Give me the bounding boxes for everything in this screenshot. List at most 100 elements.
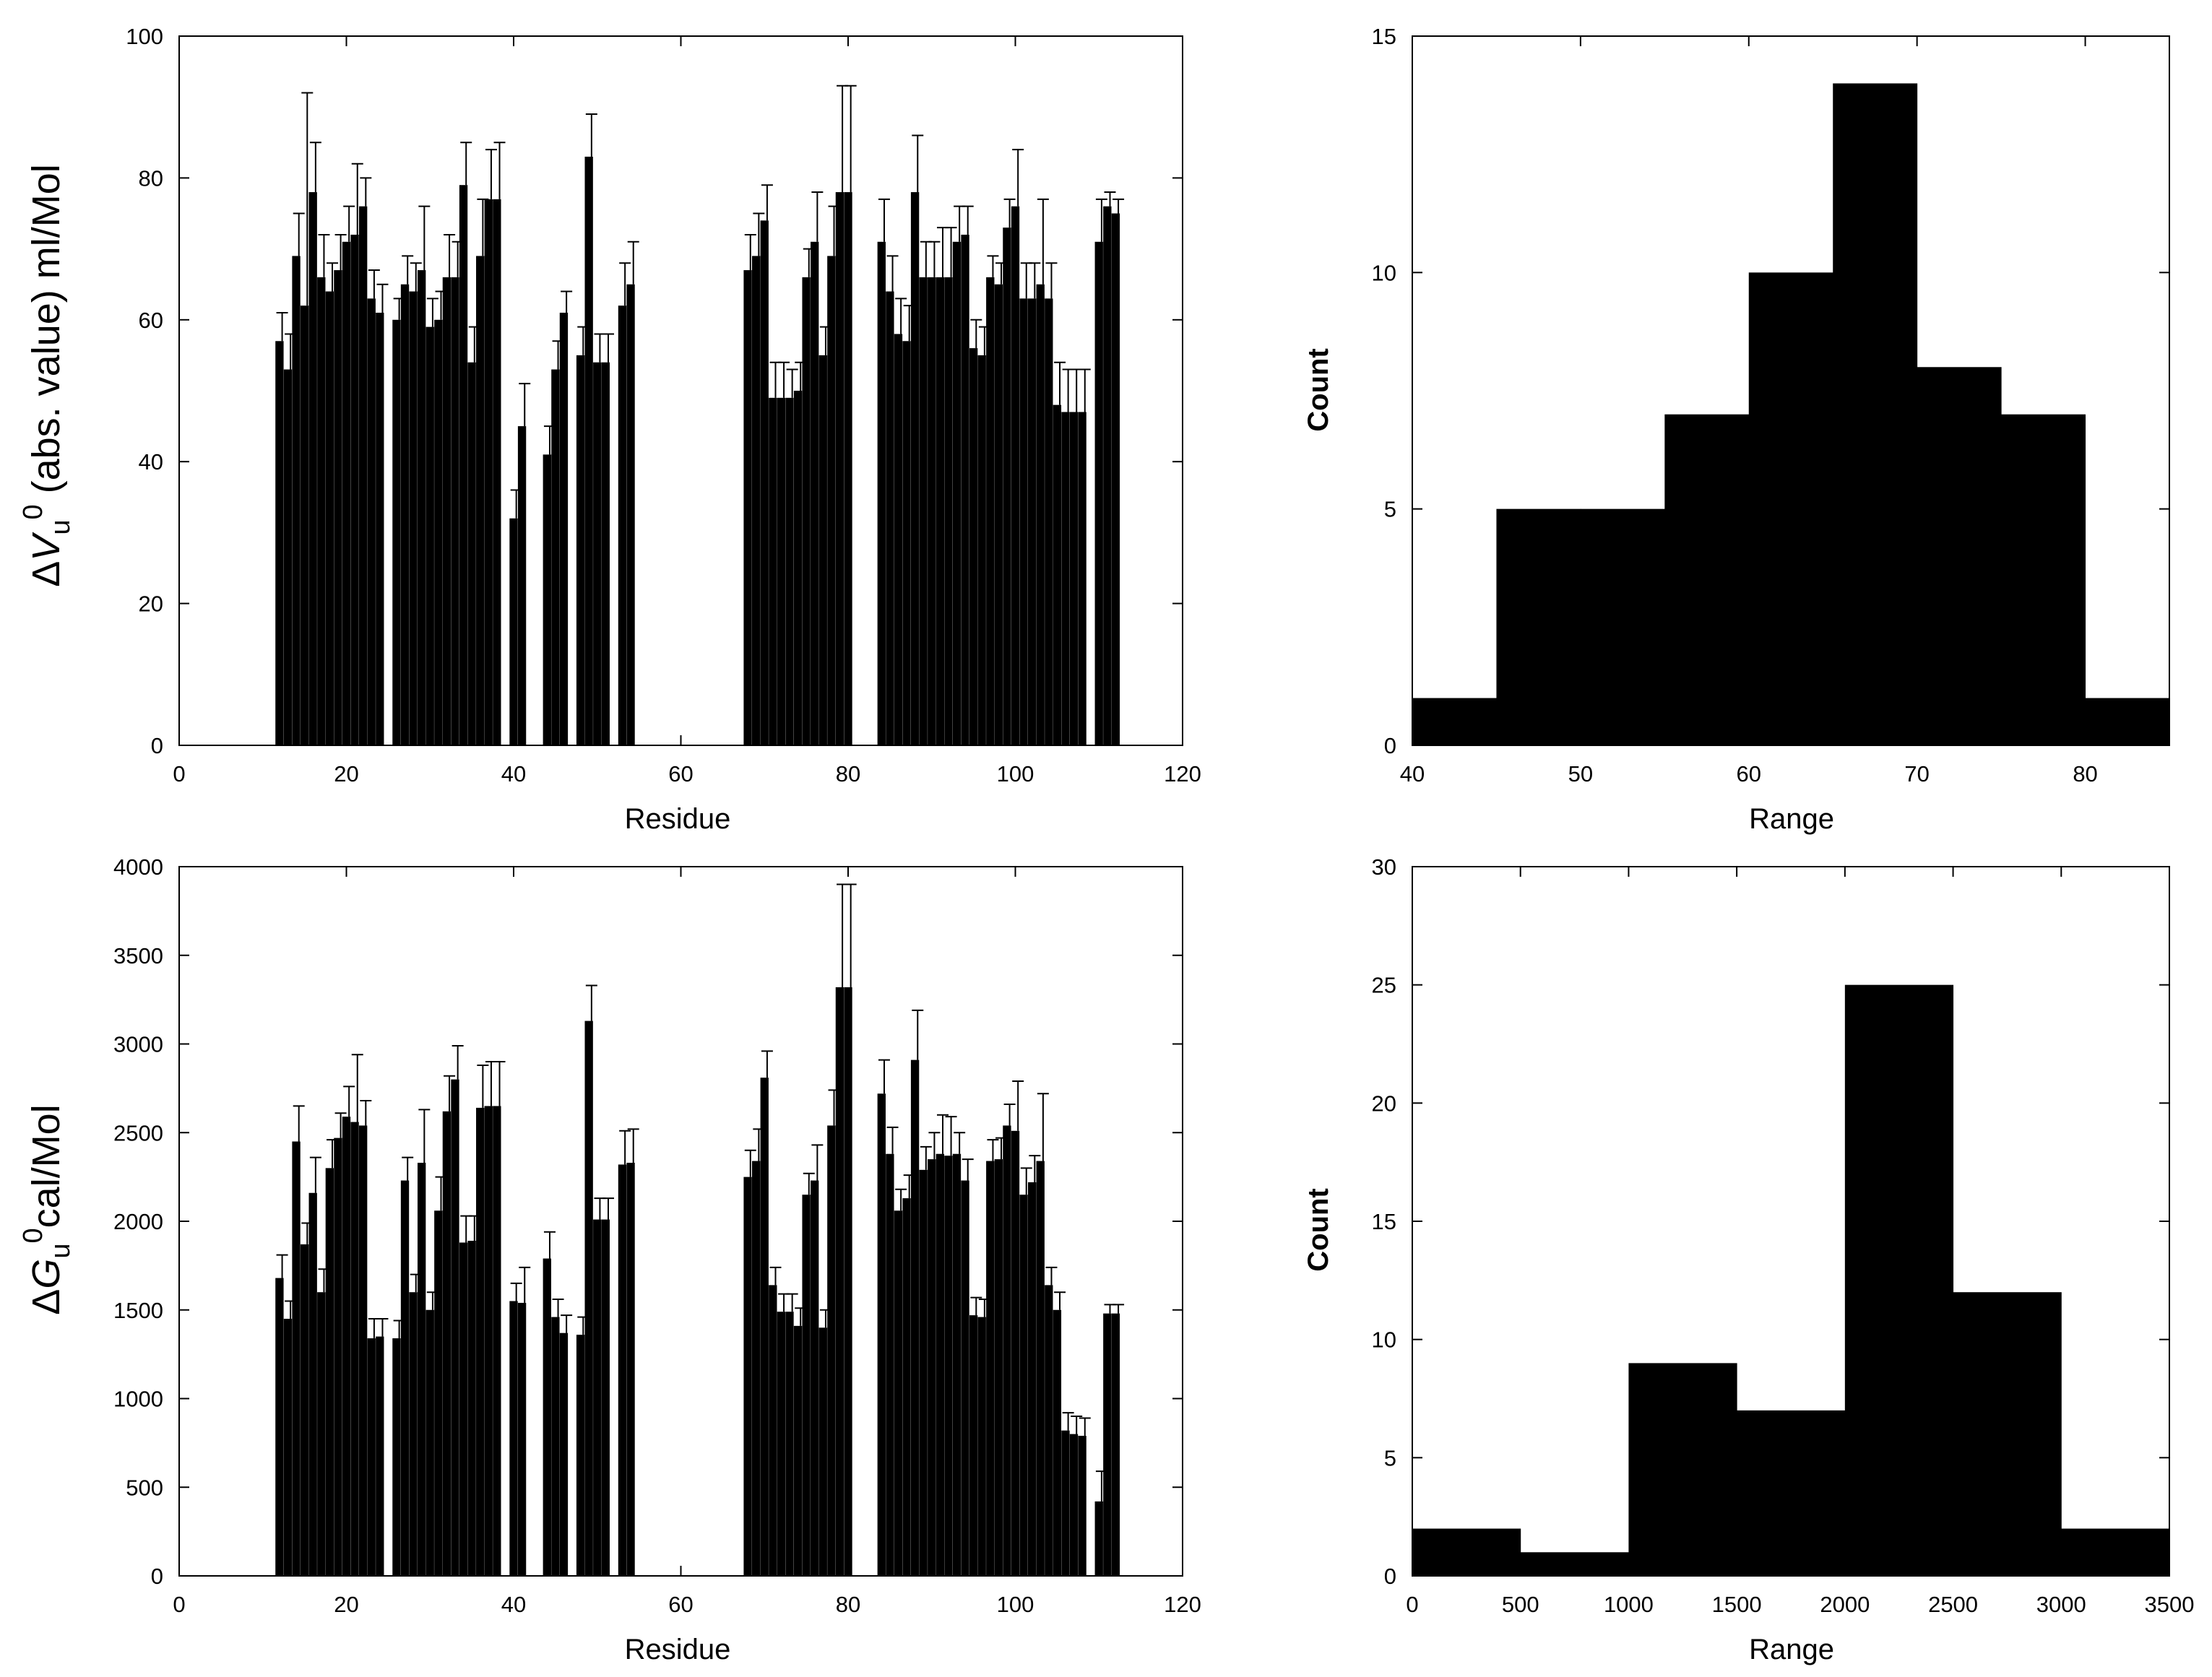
bar <box>334 1138 342 1576</box>
bar <box>936 1153 944 1576</box>
bar <box>409 1292 418 1576</box>
bar <box>1003 1125 1011 1576</box>
bar <box>418 270 426 745</box>
bar <box>811 241 819 745</box>
bar <box>752 1161 761 1576</box>
bar <box>325 291 334 745</box>
bar <box>376 312 384 746</box>
bar <box>392 319 401 745</box>
y-tick-label: 2000 <box>113 1209 163 1234</box>
bar <box>752 256 761 745</box>
histogram-bar <box>1748 272 1833 745</box>
bar <box>1078 1436 1086 1576</box>
bar <box>977 1317 986 1576</box>
bar <box>308 1192 317 1576</box>
y-tick-label: 20 <box>139 592 163 617</box>
bar <box>1111 1313 1120 1576</box>
bar <box>400 1180 410 1576</box>
bar <box>902 1198 911 1576</box>
bar <box>894 1210 903 1576</box>
bar <box>1061 1430 1070 1576</box>
bar <box>961 234 969 746</box>
bar <box>459 1242 468 1576</box>
y-tick-label: 500 <box>126 1475 163 1500</box>
y-axis-label: Count <box>1302 348 1334 432</box>
x-tick-label: 80 <box>836 761 860 786</box>
y-tick-label: 100 <box>126 24 163 49</box>
bar <box>986 1161 995 1576</box>
x-tick-label: 1500 <box>1712 1592 1762 1617</box>
bar <box>593 362 602 746</box>
y-axis-label: ΔGu0cal/Mol <box>18 1104 76 1314</box>
bar <box>350 234 359 746</box>
bar <box>1027 298 1037 746</box>
x-tick-label: 0 <box>173 761 185 786</box>
y-tick-label: 0 <box>1384 733 1396 758</box>
histogram-bar <box>1496 508 1581 745</box>
x-tick-label: 120 <box>1164 1592 1201 1617</box>
bar <box>459 185 468 746</box>
y-tick-label: 20 <box>1372 1091 1396 1116</box>
y-tick-label: 0 <box>151 733 163 758</box>
y-tick-label: 60 <box>139 308 163 333</box>
bar <box>584 156 593 745</box>
bar <box>358 206 368 745</box>
x-tick-label: 100 <box>997 761 1034 786</box>
x-tick-label: 120 <box>1164 761 1201 786</box>
free-energy-histogram: 0 500 1000 1500 2000 2500 3000 3500 0 5 10 15 20 25 30… <box>1302 854 2194 1665</box>
bar <box>1045 298 1053 746</box>
bar <box>317 277 326 745</box>
y-tick-label: 3500 <box>113 943 163 968</box>
bar <box>1019 298 1028 746</box>
bar <box>760 1078 769 1576</box>
histogram-bar <box>1412 1528 1521 1576</box>
x-tick-label: 70 <box>1904 761 1929 786</box>
bar <box>467 1241 476 1576</box>
bar <box>476 256 485 745</box>
bar <box>1036 1161 1045 1576</box>
bar <box>1094 241 1103 745</box>
bar <box>769 1285 777 1576</box>
x-tick-label: 60 <box>1737 761 1761 786</box>
bar <box>977 355 986 745</box>
bar <box>994 284 1003 745</box>
bar <box>910 192 920 745</box>
bar <box>1003 228 1011 745</box>
bar <box>626 284 635 745</box>
bar <box>844 987 852 1576</box>
bar <box>785 397 794 745</box>
bar <box>300 1244 309 1576</box>
bar <box>308 192 317 745</box>
histogram-bar <box>1628 1363 1737 1576</box>
y-tick-label: 5 <box>1384 1445 1396 1470</box>
bar <box>1061 412 1070 745</box>
volume-histogram: 40 50 60 70 80 0 5 10 15 Range Count <box>1302 24 2170 835</box>
x-tick-label: 20 <box>334 761 358 786</box>
bar <box>827 1125 836 1576</box>
bar <box>886 291 894 745</box>
bar <box>777 397 786 745</box>
bar <box>509 1301 518 1576</box>
bar <box>350 1122 359 1576</box>
y-tick-label: 4000 <box>113 854 163 880</box>
x-tick-label: 3500 <box>2145 1592 2195 1617</box>
bar <box>409 291 418 745</box>
y-tick-label: 10 <box>1372 1327 1396 1353</box>
bar <box>818 355 827 745</box>
bar <box>1053 1309 1062 1576</box>
x-axis-label: Residue <box>625 803 731 835</box>
bar <box>292 1141 301 1576</box>
bar <box>418 1162 426 1576</box>
y-tick-label: 30 <box>1372 854 1396 880</box>
bar <box>275 1278 284 1576</box>
x-tick-label: 40 <box>501 1592 526 1617</box>
bar <box>358 1125 368 1576</box>
x-axis-label: Range <box>1749 1634 1834 1665</box>
bar <box>584 1020 593 1576</box>
x-tick-label: 40 <box>501 761 526 786</box>
bar <box>1053 404 1062 745</box>
bar <box>777 1312 786 1576</box>
bar <box>1103 1313 1112 1576</box>
bar <box>894 334 903 745</box>
bar <box>1069 1434 1079 1576</box>
